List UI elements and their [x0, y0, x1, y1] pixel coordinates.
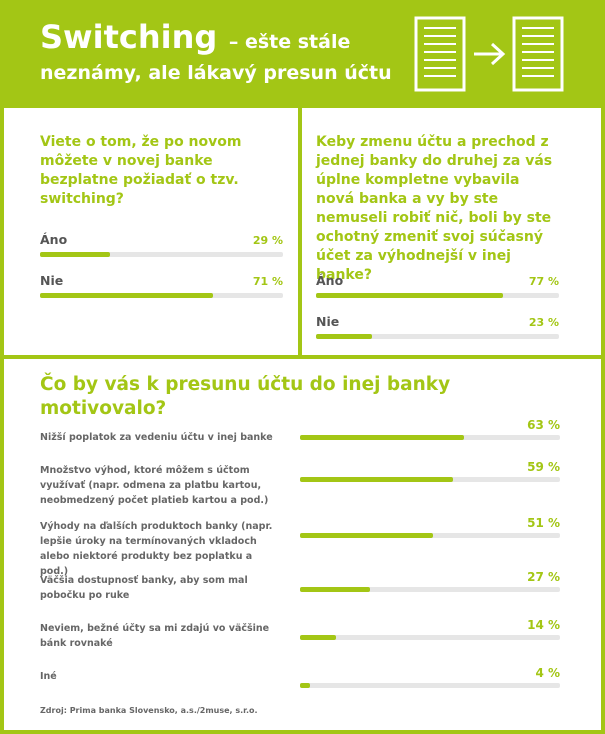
chart-title: Viete o tom, že po novom môžete v novej … — [40, 134, 242, 207]
bar — [40, 252, 111, 257]
bar-track — [40, 293, 283, 298]
bar-track — [316, 334, 559, 339]
bar-track — [316, 293, 559, 298]
value-label: 71 % — [252, 275, 283, 288]
value-label: 14 % — [527, 618, 560, 632]
bar-track — [300, 435, 560, 440]
category-label: Nie — [40, 273, 64, 288]
category-label: Nižší poplatok za vedeniu účtu v inej ba… — [40, 432, 273, 443]
bar-track — [300, 533, 560, 538]
category-label: Áno — [40, 232, 68, 247]
category-label: Väčšia dostupnosť banky, aby som mal pob… — [40, 575, 248, 601]
value-label: 23 % — [528, 316, 559, 329]
panel — [302, 108, 601, 355]
value-label: 29 % — [252, 234, 283, 247]
header-subtitle: – ešte stále — [228, 31, 351, 53]
bar-track — [300, 477, 560, 482]
bar-track — [300, 683, 560, 688]
panel — [4, 108, 298, 355]
value-label: 63 % — [527, 418, 560, 432]
chart-title: Keby zmenu účtu a prechod z jednej banky… — [316, 134, 553, 283]
bar — [316, 334, 372, 339]
source: Zdroj: Prima banka Slovensko, a.s./2muse… — [40, 706, 258, 715]
category-label: Iné — [40, 671, 57, 682]
panel — [4, 359, 601, 730]
value-label: 77 % — [528, 275, 559, 288]
bar — [316, 293, 504, 298]
bar-track — [40, 252, 283, 257]
bar — [300, 533, 433, 538]
header-title: Switching — [40, 18, 218, 56]
bar — [300, 635, 337, 640]
bar — [300, 683, 311, 688]
bar — [300, 477, 454, 482]
value-label: 59 % — [527, 460, 560, 474]
header: Switching – ešte stále — [40, 18, 350, 56]
category-label: Množstvo výhod, ktoré môžem s účtom využ… — [40, 465, 269, 506]
bar — [40, 293, 213, 298]
bar — [300, 435, 464, 440]
header-subtitle2: neznámy, ale lákavý presun účtu — [40, 62, 392, 84]
bar-track — [300, 635, 560, 640]
value-label: 4 % — [535, 666, 560, 680]
value-label: 27 % — [527, 570, 560, 584]
category-label: Áno — [316, 273, 344, 288]
category-label: Nie — [316, 314, 340, 329]
category-label: Neviem, bežné účty sa mi zdajú vo väčšin… — [40, 623, 270, 649]
category-label: Výhody na ďalších produktoch banky (napr… — [40, 521, 273, 577]
bar-track — [300, 587, 560, 592]
document-icons — [414, 16, 564, 92]
chart-title: Čo by vás k presunu účtu do inej banky m… — [40, 374, 451, 419]
bar — [300, 587, 371, 592]
value-label: 51 % — [527, 516, 560, 530]
